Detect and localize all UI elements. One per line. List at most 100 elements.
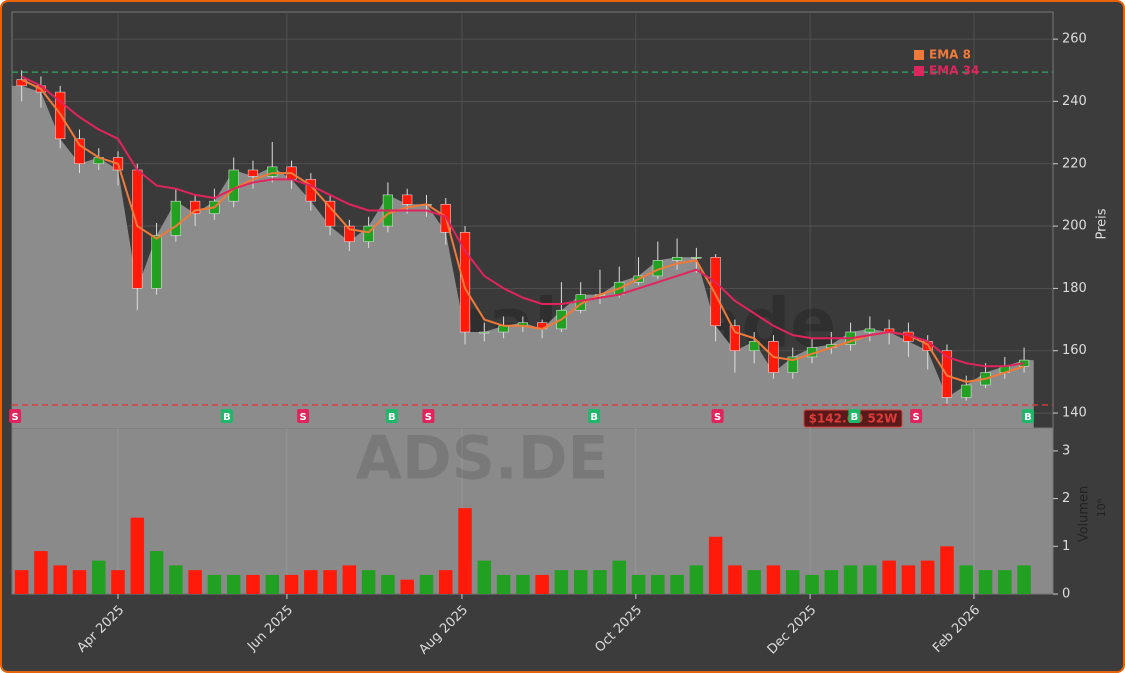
x-tick-label: Feb 2026 [930, 603, 983, 656]
volume-bar [34, 551, 48, 594]
volume-bar [573, 570, 588, 594]
volume-bar [92, 560, 106, 594]
volume-axis-label: Volumen [1077, 486, 1092, 543]
volume-bar [323, 570, 337, 594]
volume-bar [207, 574, 222, 594]
signal-label: B [223, 412, 231, 423]
volume-bar [651, 574, 665, 594]
volume-bar [381, 574, 395, 594]
volume-bar [72, 570, 87, 594]
candle-body [787, 356, 798, 373]
volume-bar [284, 574, 299, 594]
signal-label: B [1024, 412, 1032, 423]
signal-marker [1021, 409, 1034, 423]
volume-bar [863, 565, 877, 594]
volume-bar [998, 570, 1012, 594]
candle-body [479, 331, 490, 334]
volume-bar [670, 574, 684, 594]
watermark: ADS.DE [355, 424, 608, 494]
x-tick-label: Aug 2025 [416, 603, 471, 658]
volume-tick-label: 3 [1062, 443, 1070, 458]
volume-panel [11, 427, 1054, 595]
volume-bar [246, 574, 260, 594]
volume-bar [978, 570, 993, 594]
volume-bar [265, 574, 279, 594]
volume-bar [111, 570, 125, 594]
signal-marker [910, 409, 923, 423]
volume-bar [516, 574, 530, 594]
candle-body [710, 256, 721, 327]
volume-bar [14, 570, 29, 594]
candle-body [459, 232, 471, 333]
candle-body [267, 166, 278, 177]
volume-bar [130, 517, 145, 594]
signal-label: S [913, 412, 920, 423]
volume-bar [477, 560, 492, 594]
volume-bar [149, 551, 164, 594]
legend-swatch [914, 66, 924, 76]
y-tick-label: 200 [1062, 219, 1087, 234]
y-tick-label: 220 [1062, 156, 1087, 171]
signal-marker [848, 409, 861, 423]
volume-bar [805, 574, 819, 594]
candle-body [344, 225, 355, 242]
candle-body [749, 341, 760, 351]
candle-body [170, 200, 181, 236]
ema-line [21, 78, 1025, 383]
y-tick-label: 140 [1062, 406, 1087, 421]
candle-body [363, 225, 374, 242]
candle-body [228, 169, 239, 202]
volume-bar [458, 508, 472, 594]
candle-body [190, 200, 201, 214]
signal-label: S [299, 412, 306, 423]
volume-bar [535, 574, 549, 594]
signal-marker [711, 409, 724, 423]
volume-bar [342, 565, 357, 594]
volume-bar [361, 570, 376, 594]
signal-marker [220, 409, 233, 423]
volume-bar [843, 565, 858, 594]
volume-bar [631, 574, 646, 594]
x-tick-label: Oct 2025 [592, 603, 645, 656]
volume-tick-label: 2 [1062, 491, 1070, 506]
signal-marker [385, 409, 398, 423]
x-tick-label: Jun 2025 [244, 603, 296, 655]
signal-label: B [388, 412, 396, 423]
volume-bar [400, 579, 414, 594]
candle-body [691, 256, 702, 259]
volume-bar [708, 536, 723, 594]
volume-bar [496, 574, 511, 594]
volume-bar [419, 574, 434, 594]
x-tick-label: Dec 2025 [765, 603, 820, 658]
signal-marker [297, 409, 310, 423]
signal-marker [588, 409, 601, 423]
candle-body [402, 194, 413, 205]
volume-bar [169, 565, 183, 594]
candle-body [74, 138, 85, 165]
volume-bar [188, 570, 202, 594]
volume-bar [959, 565, 973, 594]
signal-label: S [425, 412, 432, 423]
y-axis-label: Preis [1095, 208, 1110, 239]
volume-bar [439, 570, 453, 594]
candle-body [961, 384, 972, 398]
volume-bar [593, 570, 607, 594]
y-tick-label: 180 [1062, 281, 1087, 296]
volume-bar [728, 565, 742, 594]
candle-body [247, 169, 259, 177]
volume-tick-label: 0 [1062, 587, 1070, 602]
volume-bar [689, 565, 704, 594]
volume-bar [1017, 565, 1031, 594]
volume-bar [612, 560, 626, 594]
x-tick-label: Apr 2025 [74, 603, 127, 656]
signal-marker [422, 409, 435, 423]
candle-body [864, 328, 875, 333]
volume-bar [920, 560, 935, 594]
signal-label: S [714, 412, 721, 423]
volume-bar [226, 574, 241, 594]
candle-body [151, 235, 162, 289]
volume-bar [901, 565, 916, 594]
volume-bar [304, 570, 318, 594]
